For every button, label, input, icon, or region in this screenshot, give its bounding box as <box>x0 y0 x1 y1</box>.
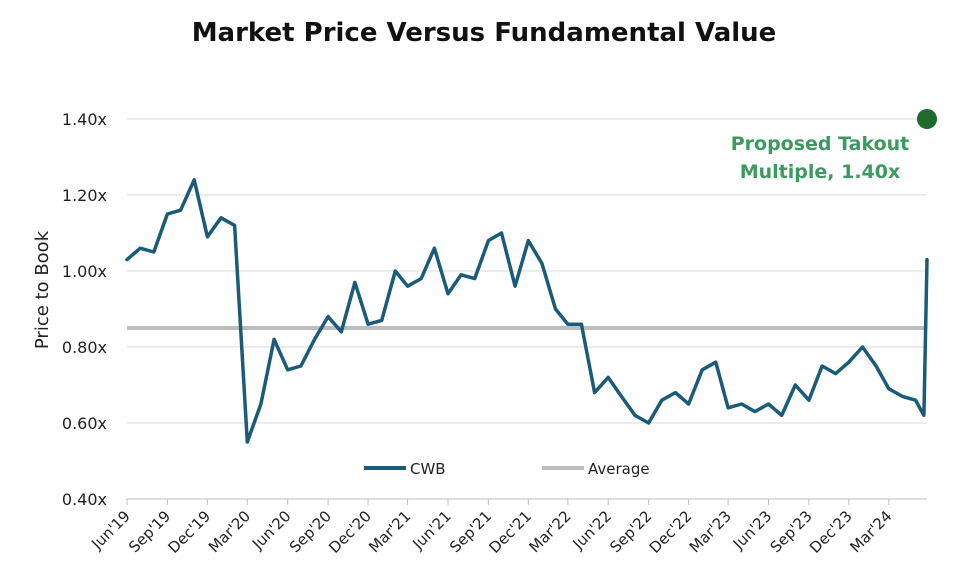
annotation-line-1: Proposed Takout <box>731 133 910 155</box>
annotation-line-2: Multiple, 1.40x <box>740 161 901 183</box>
x-axis: Jun'19Sep'19Dec'19Mar'20Jun'20Sep'20Dec'… <box>87 498 927 557</box>
y-tick-label: 0.60x <box>62 414 107 433</box>
y-axis-ticks: 0.40x 0.60x 0.80x 1.00x 1.20x 1.40x <box>62 110 107 509</box>
x-tick-label: Dec'21 <box>485 507 535 557</box>
x-tick-label: Sep'22 <box>606 507 655 556</box>
y-tick-label: 0.80x <box>62 338 107 357</box>
cwb-line <box>125 178 929 444</box>
gridlines <box>127 118 927 424</box>
y-tick-label: 1.00x <box>62 262 107 281</box>
x-tick-label: Dec'19 <box>165 507 215 557</box>
x-tick-label: Mar'24 <box>846 507 895 556</box>
chart-title: Market Price Versus Fundamental Value <box>191 18 777 48</box>
x-tick-label: Dec'22 <box>646 507 696 557</box>
legend: CWB Average <box>364 460 650 478</box>
y-tick-label: 1.20x <box>62 186 107 205</box>
x-tick-label: Sep'21 <box>446 507 495 556</box>
x-tick-label: Mar'20 <box>205 507 254 556</box>
x-tick-label: Mar'22 <box>526 507 575 556</box>
x-tick-label: Sep'23 <box>767 507 816 556</box>
takeout-point <box>917 109 937 129</box>
x-tick-label: Mar'23 <box>686 507 735 556</box>
legend-label-cwb: CWB <box>410 460 446 478</box>
y-tick-label: 0.40x <box>62 490 107 509</box>
x-tick-label: Dec'20 <box>325 507 375 557</box>
cwb-series-group <box>125 178 929 444</box>
x-tick-label: Mar'21 <box>365 507 414 556</box>
y-axis-label: Price to Book <box>32 230 53 349</box>
y-tick-label: 1.40x <box>62 110 107 129</box>
legend-label-average: Average <box>588 460 650 478</box>
x-tick-label: Sep'19 <box>125 507 174 556</box>
takeout-annotation: Proposed Takout Multiple, 1.40x <box>731 109 937 183</box>
x-tick-label: Sep'20 <box>286 507 335 556</box>
x-tick-label: Dec'23 <box>806 507 856 557</box>
